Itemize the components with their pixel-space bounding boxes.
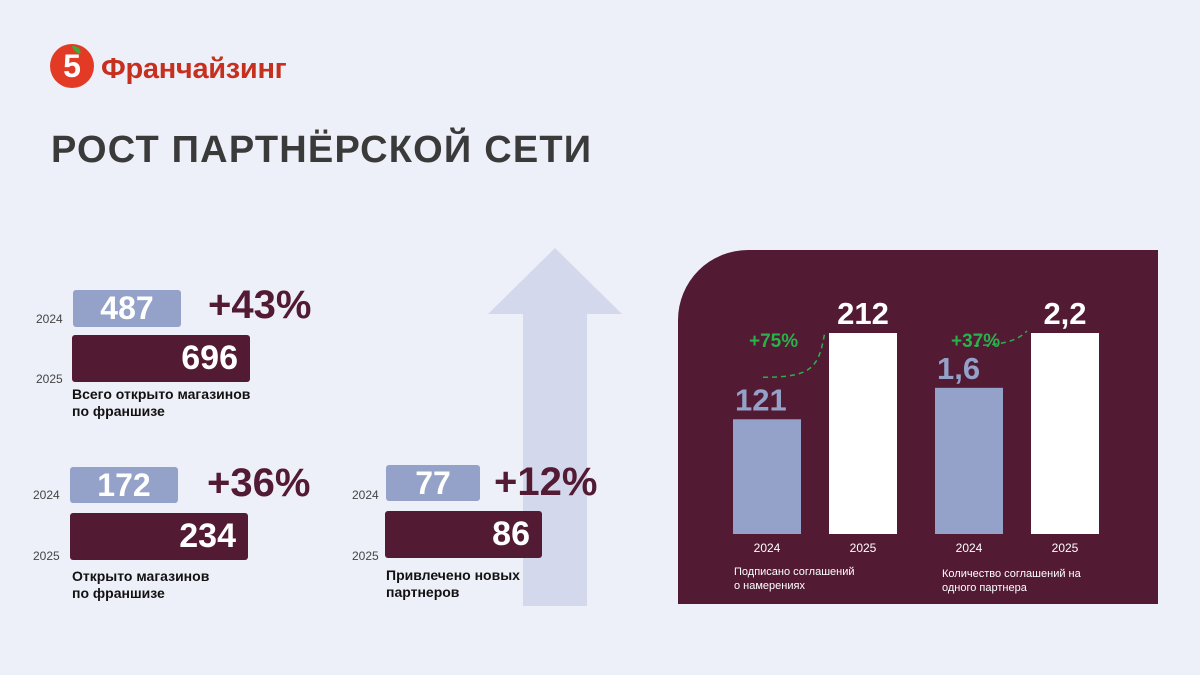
metric-3-bar-2025: 86 [385, 511, 542, 558]
metric-2-label: Открыто магазинов по франшизе [72, 568, 209, 602]
chart-1-value-2025: 212 [837, 296, 889, 331]
metric-2-bar-2025: 234 [70, 513, 248, 560]
metric-2-label-line1: Открыто магазинов [72, 568, 210, 584]
chart-2-label-line1: Количество соглашений на [942, 568, 1081, 580]
metric-2-label-line2: по франшизе [72, 585, 165, 601]
chart-2-growth: +37% [951, 331, 1000, 352]
metric-1-label-line2: по франшизе [72, 403, 165, 419]
chart-1-label-line1: Подписано соглашений [734, 566, 855, 578]
chart-2-tick-2024: 2024 [956, 541, 983, 555]
chart-2-bar-2024 [935, 387, 1003, 534]
chart-1-bar-2025 [829, 333, 897, 534]
metric-2-year-2024: 2024 [33, 488, 60, 502]
logo-leaf-icon [72, 46, 81, 54]
metric-3-growth: +12% [494, 460, 598, 504]
metric-2-bar-2024: 172 [70, 467, 178, 503]
chart-2-tick-2025: 2025 [1052, 541, 1079, 555]
metric-3-label-line2: партнеров [386, 584, 460, 600]
chart-1-growth-connector [762, 330, 826, 379]
chart-2-growth-connector [964, 330, 1028, 347]
brand-logo-icon: 5 [50, 44, 94, 88]
growth-arrow-icon [488, 248, 622, 606]
metric-2-growth: +36% [207, 461, 311, 505]
chart-1-growth: +75% [749, 331, 798, 352]
chart-2-value-2024: 1,6 [937, 351, 980, 386]
metric-1-label-line1: Всего открыто магазинов [72, 386, 251, 402]
metric-3-year-2025: 2025 [352, 549, 379, 563]
metric-1-label: Всего открыто магазинов по франшизе [72, 386, 250, 420]
logo-digit: 5 [63, 48, 81, 84]
chart-1-value-2024: 121 [735, 382, 787, 417]
metric-3-year-2024: 2024 [352, 488, 379, 502]
page-title: РОСТ ПАРТНЁРСКОЙ СЕТИ [51, 129, 593, 171]
chart-1-label-line2: о намерениях [734, 580, 805, 592]
metric-1-bar-2024: 487 [73, 290, 181, 327]
chart-1-tick-2025: 2025 [850, 541, 877, 555]
chart-2-bar-2025 [1031, 333, 1099, 534]
metric-3-label-line1: Привлечено новых [386, 567, 520, 583]
metric-3-label: Привлечено новых партнеров [386, 567, 520, 601]
metric-1-year-2025: 2025 [36, 372, 63, 386]
chart-1-label: Подписано соглашений о намерениях [734, 565, 855, 593]
chart-2-label: Количество соглашений на одного партнера [942, 567, 1081, 595]
chart-2-label-line2: одного партнера [942, 582, 1027, 594]
metric-2-year-2025: 2025 [33, 549, 60, 563]
metric-3-bar-2024: 77 [386, 465, 480, 501]
chart-2-value-2025: 2,2 [1043, 296, 1086, 331]
metric-1-bar-2025: 696 [72, 335, 250, 382]
metric-1-year-2024: 2024 [36, 312, 63, 326]
chart-1-tick-2024: 2024 [754, 541, 781, 555]
metric-1-growth: +43% [208, 283, 312, 327]
chart-1-bar-2024 [733, 419, 801, 534]
brand-name: Франчайзинг [101, 53, 287, 85]
